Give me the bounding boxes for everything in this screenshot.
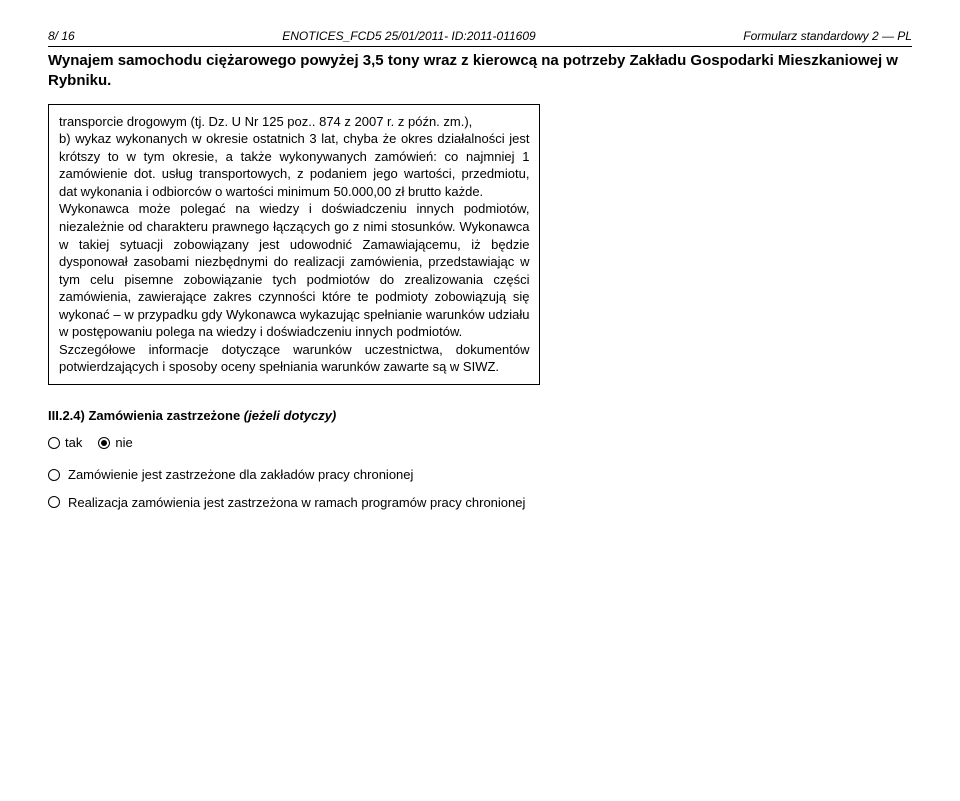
option-nie[interactable]: nie	[98, 434, 132, 452]
reserved-option-2[interactable]: Realizacja zamówienia jest zastrzeżona w…	[48, 494, 912, 512]
option-tak[interactable]: tak	[48, 434, 82, 452]
radio-empty-icon	[48, 496, 60, 508]
radio-empty-icon	[48, 437, 60, 449]
option-nie-label: nie	[115, 434, 132, 452]
page-number: 8/ 16	[48, 28, 75, 44]
option-tak-label: tak	[65, 434, 82, 452]
yes-no-row: tak nie	[48, 434, 912, 452]
radio-empty-icon	[48, 469, 60, 481]
reserved-option-1[interactable]: Zamówienie jest zastrzeżone dla zakładów…	[48, 466, 912, 484]
reserved-option-2-label: Realizacja zamówienia jest zastrzeżona w…	[68, 494, 525, 512]
body-text: transporcie drogowym (tj. Dz. U Nr 125 p…	[59, 113, 529, 376]
section-heading-suffix: (jeżeli dotyczy)	[244, 408, 336, 423]
options-block: tak nie Zamówienie jest zastrzeżone dla …	[48, 434, 912, 511]
radio-filled-icon	[98, 437, 110, 449]
content-box: transporcie drogowym (tj. Dz. U Nr 125 p…	[48, 104, 540, 385]
section-heading-prefix: III.2.4) Zamówienia zastrzeżone	[48, 408, 240, 423]
document-title: Wynajem samochodu ciężarowego powyżej 3,…	[48, 51, 912, 92]
page-header: 8/ 16 ENOTICES_FCD5 25/01/2011- ID:2011-…	[48, 28, 912, 47]
reserved-option-1-label: Zamówienie jest zastrzeżone dla zakładów…	[68, 466, 413, 484]
form-name: Formularz standardowy 2 — PL	[743, 28, 912, 44]
notice-id: ENOTICES_FCD5 25/01/2011- ID:2011-011609	[282, 28, 535, 44]
section-heading: III.2.4) Zamówienia zastrzeżone (jeżeli …	[48, 407, 912, 425]
